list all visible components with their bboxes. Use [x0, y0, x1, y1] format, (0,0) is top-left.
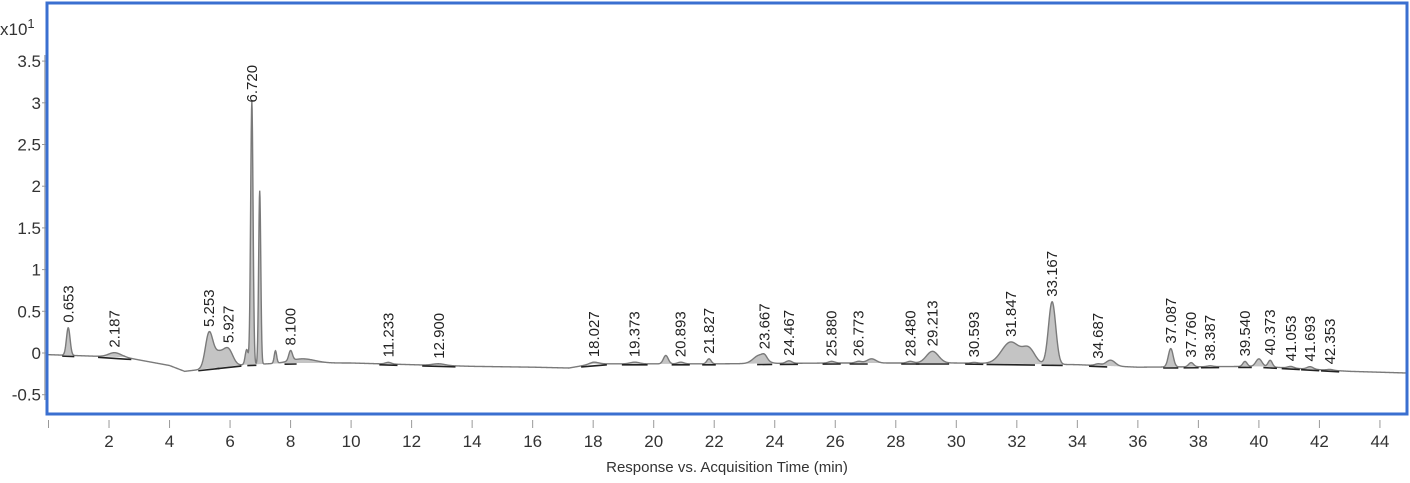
x-tick-label: 14	[463, 432, 482, 451]
plot-frame	[45, 1, 1409, 416]
integration-baseline	[422, 365, 456, 368]
peak-label: 18.027	[586, 311, 603, 357]
integration-baseline	[379, 363, 398, 367]
x-tick-label: 16	[523, 432, 542, 451]
x-tick-label: 32	[1007, 432, 1026, 451]
x-tick-label: 4	[165, 432, 174, 451]
peak-label: 5.927	[221, 306, 238, 344]
integration-baseline	[215, 365, 242, 370]
x-tick-label: 10	[342, 432, 361, 451]
peak-label: 12.900	[431, 313, 448, 359]
plot-area: 0.653 2.187 5.253 5.927 6.720 8.100 11.233 12.9…	[48, 65, 1408, 374]
y-axis: -0.5 0 0.5 1 1.5 2 2.5 3 3.5	[12, 52, 46, 405]
x-tick-label: 24	[765, 432, 784, 451]
x-tick-label: 30	[947, 432, 966, 451]
y-tick-label: 3.5	[17, 52, 41, 71]
peak-label: 29.213	[924, 300, 941, 346]
x-tick-label: 40	[1249, 432, 1268, 451]
integration-baseline	[1320, 369, 1340, 373]
peak-label: 8.100	[283, 308, 300, 346]
peak-label: 39.540	[1237, 311, 1254, 357]
peak-label: 19.373	[627, 311, 644, 357]
peak-label: 2.187	[107, 310, 124, 348]
integration-baseline	[1089, 365, 1108, 368]
x-tick-label: 2	[104, 432, 113, 451]
x-axis: 2 4 6 8 10 12 14 16 18 20 22 24 26 28 30 32 34 36 38 40 42 44	[48, 420, 1389, 451]
peak-label: 40.373	[1262, 309, 1279, 355]
peak-label: 5.253	[201, 289, 218, 327]
x-tick-label: 18	[584, 432, 603, 451]
integration-baseline	[986, 363, 1035, 366]
x-tick-label: 38	[1189, 432, 1208, 451]
peak-label: 31.847	[1003, 291, 1020, 337]
peak-label: 33.167	[1044, 251, 1061, 297]
peak-label: 37.760	[1183, 312, 1200, 358]
peak-label: 24.467	[781, 310, 798, 356]
integration-baseline	[1281, 367, 1300, 371]
x-tick-label: 12	[402, 432, 421, 451]
y-tick-label: 1.5	[17, 219, 41, 238]
peak-label: 20.893	[673, 311, 690, 357]
x-tick-label: 28	[886, 432, 905, 451]
y-tick-label: 2.5	[17, 136, 41, 155]
x-tick-label: 20	[644, 432, 663, 451]
peak-label: 21.827	[701, 308, 718, 354]
y-tick-label: 1	[32, 261, 41, 280]
y-tick-label: 0.5	[17, 302, 41, 321]
peak-label: 41.693	[1302, 316, 1319, 362]
peak-label: 34.687	[1090, 313, 1107, 359]
peak-label: 41.053	[1283, 316, 1300, 362]
integration-baseline	[97, 356, 132, 361]
chromatogram-trace	[48, 101, 1408, 374]
peak-label: 6.720	[244, 65, 261, 103]
peak-label: 26.773	[851, 310, 868, 356]
peak-label: 38.387	[1202, 315, 1219, 361]
y-tick-label: 0	[32, 344, 41, 363]
y-tick-label: -0.5	[12, 386, 41, 405]
x-axis-title: Response vs. Acquisition Time (min)	[606, 459, 848, 476]
x-tick-label: 34	[1068, 432, 1087, 451]
integration-baseline	[1263, 366, 1278, 370]
x-tick-label: 22	[705, 432, 724, 451]
peak-label: 25.880	[824, 310, 841, 356]
y-tick-label: 2	[32, 177, 41, 196]
x-tick-label: 6	[225, 432, 234, 451]
integration-baseline	[581, 364, 607, 368]
integration-baseline	[1301, 368, 1320, 372]
peak-label: 28.480	[902, 310, 919, 356]
x-tick-label: 44	[1370, 432, 1389, 451]
x-tick-label: 26	[826, 432, 845, 451]
y-tick-label: 3	[32, 94, 41, 113]
peak-label: 0.653	[60, 285, 77, 323]
x-tick-label: 36	[1128, 432, 1147, 451]
peak-label: 37.087	[1163, 298, 1180, 344]
peak-label: 30.593	[966, 312, 983, 358]
x-tick-label: 8	[286, 432, 295, 451]
x-tick-label: 42	[1310, 432, 1329, 451]
peak-label: 23.667	[757, 303, 774, 349]
peak-label: 11.233	[380, 313, 397, 358]
y-multiplier-label: x101	[0, 16, 35, 39]
peak-label: 42.353	[1322, 319, 1339, 365]
